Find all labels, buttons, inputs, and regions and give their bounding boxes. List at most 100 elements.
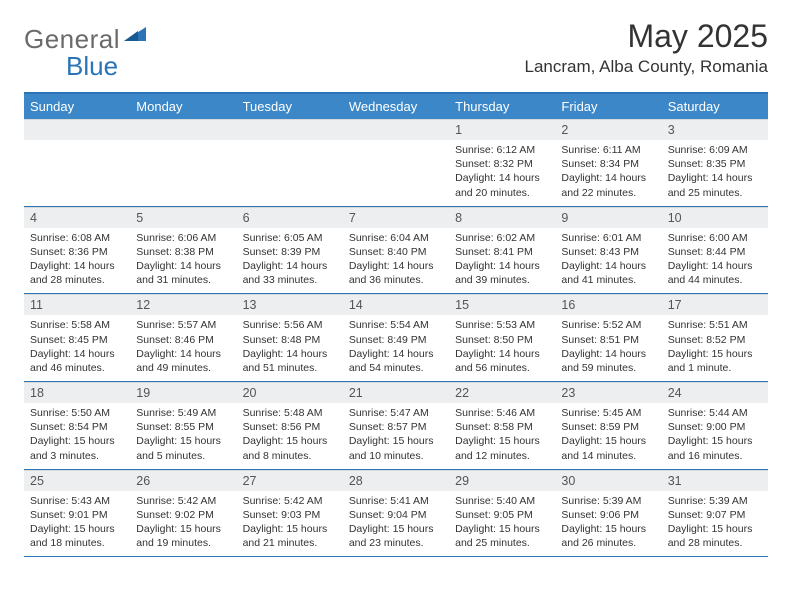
sunrise-text: Sunrise: 5:41 AM xyxy=(349,494,443,508)
sunrise-text: Sunrise: 5:54 AM xyxy=(349,318,443,332)
day-details: Sunrise: 6:02 AMSunset: 8:41 PMDaylight:… xyxy=(449,228,555,294)
day-number: 4 xyxy=(24,208,130,228)
sunset-text: Sunset: 8:41 PM xyxy=(455,245,549,259)
day-number: 6 xyxy=(237,208,343,228)
daylight-text: Daylight: 14 hours and 20 minutes. xyxy=(455,171,549,199)
day-number: 18 xyxy=(24,383,130,403)
day-details: Sunrise: 5:56 AMSunset: 8:48 PMDaylight:… xyxy=(237,315,343,381)
sunrise-text: Sunrise: 5:58 AM xyxy=(30,318,124,332)
day-number: 28 xyxy=(343,471,449,491)
day-number xyxy=(343,120,449,140)
daylight-text: Daylight: 14 hours and 44 minutes. xyxy=(668,259,762,287)
day-details: Sunrise: 5:45 AMSunset: 8:59 PMDaylight:… xyxy=(555,403,661,469)
sunrise-text: Sunrise: 5:57 AM xyxy=(136,318,230,332)
daylight-text: Daylight: 15 hours and 23 minutes. xyxy=(349,522,443,550)
daylight-text: Daylight: 14 hours and 28 minutes. xyxy=(30,259,124,287)
day-number: 2 xyxy=(555,120,661,140)
sunset-text: Sunset: 8:39 PM xyxy=(243,245,337,259)
sunset-text: Sunset: 9:02 PM xyxy=(136,508,230,522)
sunset-text: Sunset: 8:46 PM xyxy=(136,333,230,347)
day-details: Sunrise: 6:06 AMSunset: 8:38 PMDaylight:… xyxy=(130,228,236,294)
logo-text-blue: Blue xyxy=(66,51,118,81)
sunset-text: Sunset: 8:43 PM xyxy=(561,245,655,259)
daylight-text: Daylight: 15 hours and 21 minutes. xyxy=(243,522,337,550)
dow-monday: Monday xyxy=(130,94,236,119)
daylight-text: Daylight: 15 hours and 28 minutes. xyxy=(668,522,762,550)
dow-tuesday: Tuesday xyxy=(237,94,343,119)
sunrise-text: Sunrise: 5:42 AM xyxy=(136,494,230,508)
title-block: May 2025 Lancram, Alba County, Romania xyxy=(525,18,768,77)
daylight-text: Daylight: 14 hours and 25 minutes. xyxy=(668,171,762,199)
day-number: 25 xyxy=(24,471,130,491)
sunset-text: Sunset: 9:05 PM xyxy=(455,508,549,522)
sunrise-text: Sunrise: 5:53 AM xyxy=(455,318,549,332)
daylight-text: Daylight: 14 hours and 31 minutes. xyxy=(136,259,230,287)
day-number: 23 xyxy=(555,383,661,403)
sunrise-text: Sunrise: 5:43 AM xyxy=(30,494,124,508)
sunrise-text: Sunrise: 5:44 AM xyxy=(668,406,762,420)
day-details: Sunrise: 6:00 AMSunset: 8:44 PMDaylight:… xyxy=(662,228,768,294)
sunset-text: Sunset: 8:45 PM xyxy=(30,333,124,347)
sunrise-text: Sunrise: 6:04 AM xyxy=(349,231,443,245)
dow-sunday: Sunday xyxy=(24,94,130,119)
logo-triangle-icon xyxy=(124,25,146,46)
sunset-text: Sunset: 8:59 PM xyxy=(561,420,655,434)
daynum-row: 123 xyxy=(24,119,768,140)
sunset-text: Sunset: 8:51 PM xyxy=(561,333,655,347)
day-details: Sunrise: 6:11 AMSunset: 8:34 PMDaylight:… xyxy=(555,140,661,206)
day-details: Sunrise: 6:12 AMSunset: 8:32 PMDaylight:… xyxy=(449,140,555,206)
daylight-text: Daylight: 15 hours and 14 minutes. xyxy=(561,434,655,462)
daylight-text: Daylight: 15 hours and 1 minute. xyxy=(668,347,762,375)
week-row: 25262728293031Sunrise: 5:43 AMSunset: 9:… xyxy=(24,470,768,558)
sunset-text: Sunset: 8:55 PM xyxy=(136,420,230,434)
day-details: Sunrise: 5:39 AMSunset: 9:07 PMDaylight:… xyxy=(662,491,768,557)
sunrise-text: Sunrise: 6:09 AM xyxy=(668,143,762,157)
daylight-text: Daylight: 14 hours and 39 minutes. xyxy=(455,259,549,287)
day-number: 9 xyxy=(555,208,661,228)
location: Lancram, Alba County, Romania xyxy=(525,57,768,77)
day-number: 11 xyxy=(24,295,130,315)
day-number: 15 xyxy=(449,295,555,315)
day-details xyxy=(24,140,130,206)
dow-thursday: Thursday xyxy=(449,94,555,119)
sunset-text: Sunset: 8:48 PM xyxy=(243,333,337,347)
daynum-row: 25262728293031 xyxy=(24,470,768,491)
daylight-text: Daylight: 14 hours and 54 minutes. xyxy=(349,347,443,375)
daylight-text: Daylight: 14 hours and 41 minutes. xyxy=(561,259,655,287)
day-number: 27 xyxy=(237,471,343,491)
day-details: Sunrise: 5:48 AMSunset: 8:56 PMDaylight:… xyxy=(237,403,343,469)
month-title: May 2025 xyxy=(525,18,768,55)
day-number: 21 xyxy=(343,383,449,403)
day-number: 31 xyxy=(662,471,768,491)
details-row: Sunrise: 5:43 AMSunset: 9:01 PMDaylight:… xyxy=(24,491,768,557)
day-number: 22 xyxy=(449,383,555,403)
day-number: 3 xyxy=(662,120,768,140)
sunrise-text: Sunrise: 6:06 AM xyxy=(136,231,230,245)
sunset-text: Sunset: 8:56 PM xyxy=(243,420,337,434)
dow-wednesday: Wednesday xyxy=(343,94,449,119)
header: General May 2025 Lancram, Alba County, R… xyxy=(24,18,768,77)
sunrise-text: Sunrise: 6:05 AM xyxy=(243,231,337,245)
daylight-text: Daylight: 15 hours and 8 minutes. xyxy=(243,434,337,462)
day-details: Sunrise: 5:49 AMSunset: 8:55 PMDaylight:… xyxy=(130,403,236,469)
daylight-text: Daylight: 14 hours and 36 minutes. xyxy=(349,259,443,287)
calendar: Sunday Monday Tuesday Wednesday Thursday… xyxy=(24,92,768,557)
details-row: Sunrise: 5:58 AMSunset: 8:45 PM Daylight:… xyxy=(24,315,768,381)
sunrise-text: Sunrise: 6:12 AM xyxy=(455,143,549,157)
daylight-text: Daylight: 15 hours and 19 minutes. xyxy=(136,522,230,550)
day-details: Sunrise: 5:40 AMSunset: 9:05 PMDaylight:… xyxy=(449,491,555,557)
day-details: Sunrise: 5:44 AMSunset: 9:00 PMDaylight:… xyxy=(662,403,768,469)
daylight-text: Daylight: 15 hours and 5 minutes. xyxy=(136,434,230,462)
daylight-text: Daylight: 14 hours and 56 minutes. xyxy=(455,347,549,375)
daylight-text: Daylight: 15 hours and 3 minutes. xyxy=(30,434,124,462)
sunrise-text: Sunrise: 5:46 AM xyxy=(455,406,549,420)
daylight-text: Daylight: 15 hours and 12 minutes. xyxy=(455,434,549,462)
day-number: 7 xyxy=(343,208,449,228)
sunset-text: Sunset: 9:03 PM xyxy=(243,508,337,522)
dow-saturday: Saturday xyxy=(662,94,768,119)
sunrise-text: Sunrise: 5:51 AM xyxy=(668,318,762,332)
sunrise-text: Sunrise: 6:00 AM xyxy=(668,231,762,245)
sunset-text: Sunset: 8:38 PM xyxy=(136,245,230,259)
day-details: Sunrise: 6:05 AMSunset: 8:39 PMDaylight:… xyxy=(237,228,343,294)
day-details: Sunrise: 6:01 AMSunset: 8:43 PMDaylight:… xyxy=(555,228,661,294)
